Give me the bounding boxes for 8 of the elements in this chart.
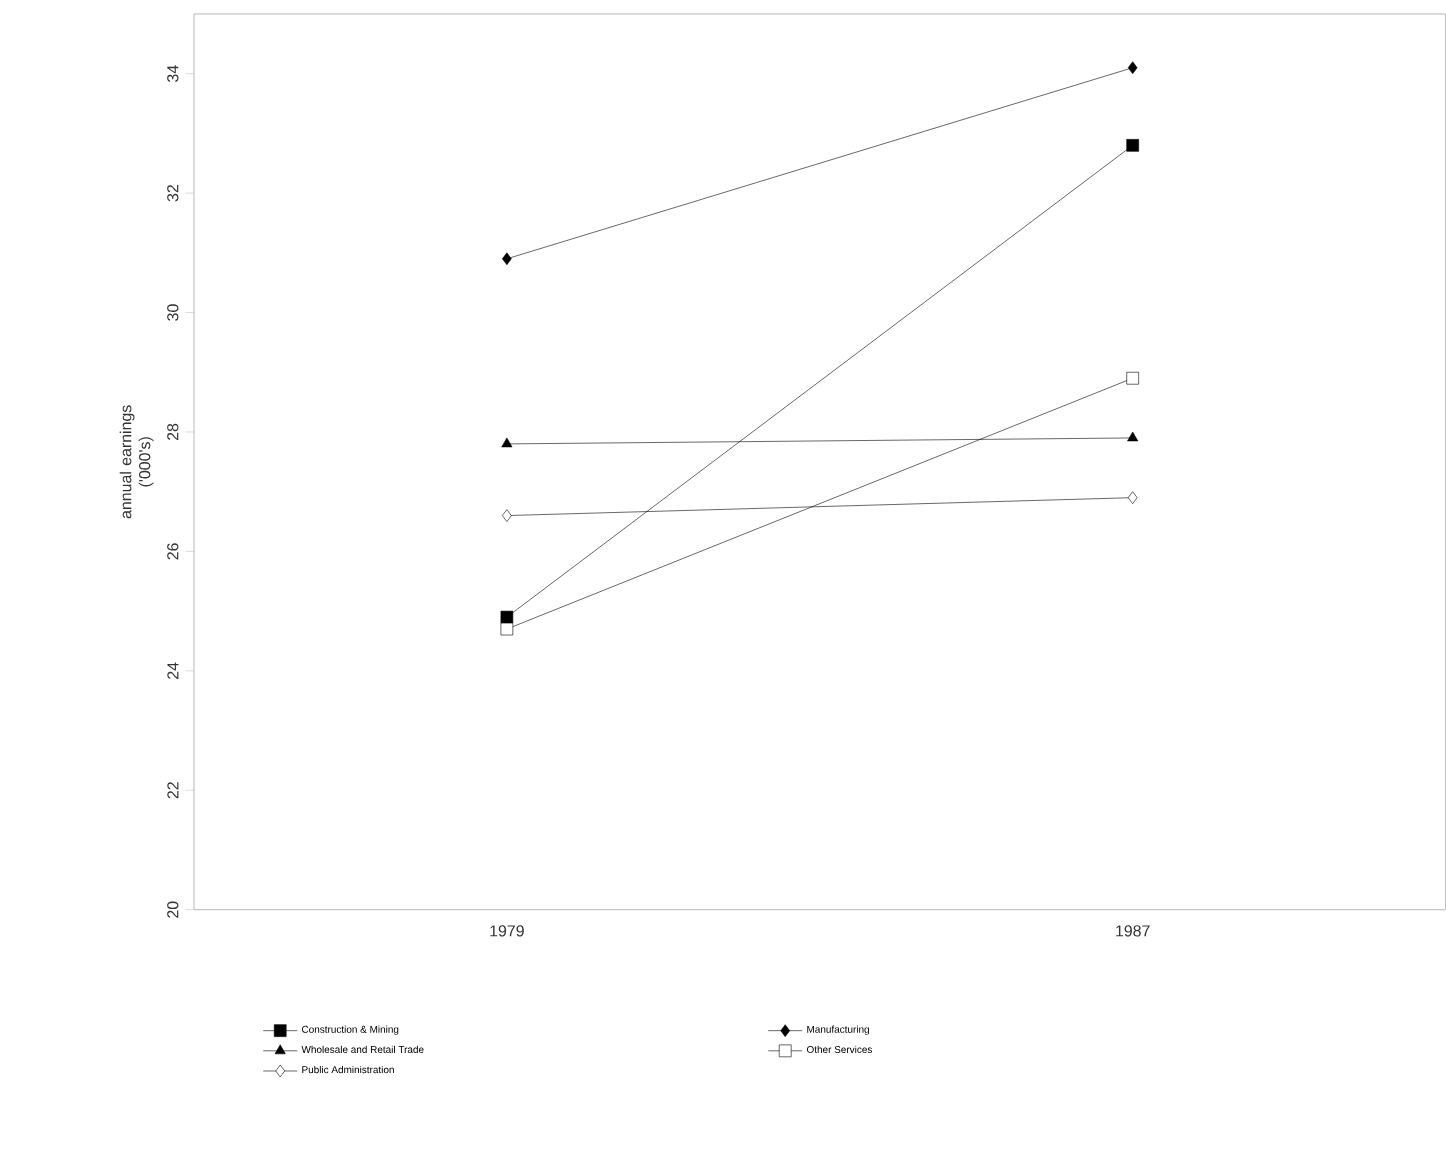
point bbox=[502, 509, 512, 523]
point bbox=[1126, 139, 1139, 152]
point bbox=[1127, 61, 1138, 75]
point bbox=[500, 622, 514, 636]
point bbox=[500, 611, 514, 624]
point bbox=[502, 252, 512, 266]
point bbox=[1126, 372, 1139, 385]
point bbox=[1127, 491, 1138, 505]
